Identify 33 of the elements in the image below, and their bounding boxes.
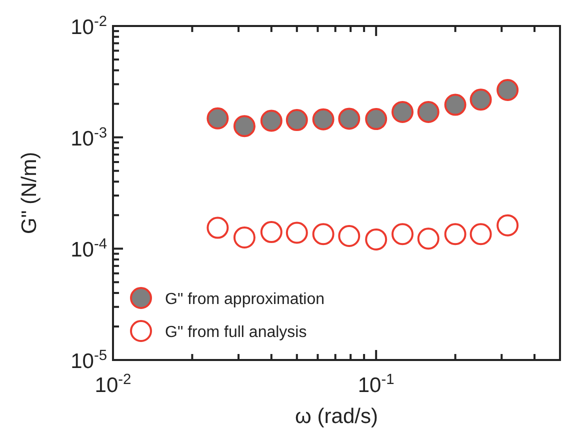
point [444, 94, 466, 116]
point [338, 224, 360, 247]
point [260, 110, 282, 132]
y-tick-label: 10$^{-5}$ [70, 348, 107, 373]
point [470, 223, 492, 246]
point [496, 79, 519, 102]
point [233, 115, 256, 138]
point [417, 228, 440, 250]
point [206, 216, 229, 239]
point [444, 223, 466, 246]
point [392, 223, 414, 246]
point [496, 214, 519, 236]
point [286, 109, 308, 132]
point [417, 100, 440, 123]
legend-label: G" from approximation [165, 291, 325, 308]
point [286, 222, 308, 244]
y-tick-label: 10$^{-2}$ [70, 14, 107, 39]
y-tick-label: 10$^{-4}$ [70, 236, 107, 262]
point [470, 88, 492, 111]
point [312, 223, 334, 246]
point [233, 226, 256, 248]
point [392, 100, 414, 123]
y-tick-label: 10$^{-3}$ [70, 125, 107, 150]
x-axis-title: ω (rad/s) [295, 405, 378, 428]
point [365, 228, 388, 250]
point [338, 108, 360, 130]
point [260, 221, 282, 244]
y-axis-title: G" (N/m) [18, 152, 41, 234]
point [365, 108, 388, 130]
point [312, 108, 334, 130]
point [206, 107, 229, 130]
x-tick-label: 10$^{-1}$ [358, 372, 394, 397]
legend-label: G" from full analysis [165, 324, 307, 341]
